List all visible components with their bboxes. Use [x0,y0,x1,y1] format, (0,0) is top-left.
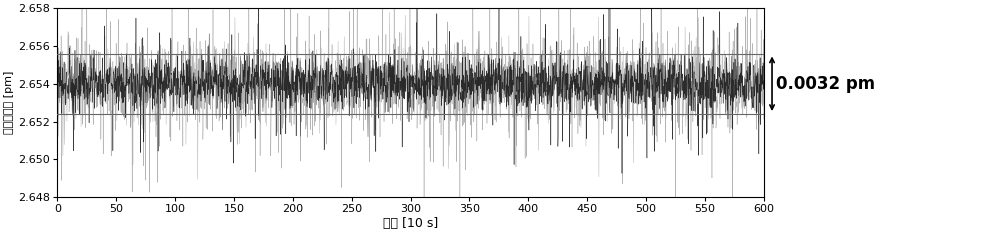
Text: 0.0032 pm: 0.0032 pm [776,75,875,93]
X-axis label: 时间 [10 s]: 时间 [10 s] [383,217,438,230]
Y-axis label: 波长漂移量 [pm]: 波长漂移量 [pm] [4,71,14,134]
